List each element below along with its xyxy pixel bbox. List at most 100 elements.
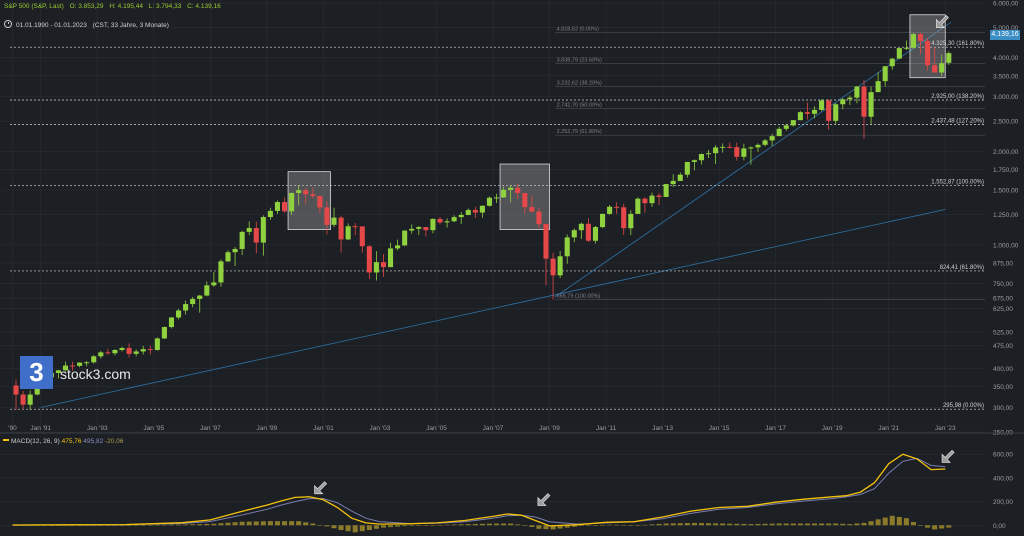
- histogram-bar: [536, 525, 542, 529]
- histogram-bar: [691, 522, 697, 526]
- histogram-bar: [790, 523, 796, 526]
- histogram-bar: [656, 523, 662, 526]
- candle-body: [727, 146, 733, 148]
- time-tick-label: Jan '01: [313, 425, 334, 432]
- candle-body: [387, 248, 394, 268]
- candle-body: [564, 237, 570, 257]
- retracement-label: 3.232,62 (38.20%): [557, 80, 602, 86]
- histogram-bar: [522, 525, 528, 526]
- close-value: C: 4.139,16: [187, 3, 221, 10]
- candle-body: [861, 86, 867, 117]
- candle-body: [811, 109, 818, 114]
- time-tick-label: Jan '09: [539, 425, 560, 432]
- macd-value: 475,76: [61, 438, 82, 445]
- candle-body: [430, 218, 436, 231]
- histogram-bar: [698, 523, 705, 526]
- histogram-bar: [204, 523, 210, 526]
- histogram-bar: [804, 523, 811, 526]
- histogram-bar: [508, 523, 514, 526]
- histogram-bar: [175, 524, 182, 526]
- candle-body: [140, 349, 146, 352]
- price-tick-label: 2.500,00: [993, 119, 1019, 126]
- candle-body: [720, 146, 726, 148]
- histogram-bar: [126, 525, 132, 526]
- histogram-bar: [430, 525, 436, 526]
- candle-body: [119, 347, 125, 350]
- candle-body: [98, 352, 104, 357]
- price-axis: 250,00300,00350,00400,00475,00525,00625,…: [993, 1, 1019, 437]
- clock-icon: [4, 20, 12, 28]
- candle-body: [486, 197, 493, 206]
- histogram-value: -20,06: [105, 438, 124, 445]
- histogram-bar: [451, 524, 457, 526]
- candle-body: [161, 327, 167, 339]
- logo-text: stock3.com: [60, 366, 131, 382]
- low-value: L: 3.794,33: [148, 3, 182, 10]
- time-tick-label: Jan '15: [709, 425, 730, 432]
- histogram-bar: [585, 525, 591, 526]
- histogram-bar: [416, 525, 422, 526]
- macd-histogram: [13, 515, 952, 533]
- range-header: 01.01.1990 - 01.01.2023 (CST, 33 Jahre, …: [4, 20, 173, 29]
- candle-body: [755, 144, 761, 148]
- macd-lines: [12, 453, 946, 527]
- candle-body: [910, 34, 916, 48]
- candle-body: [27, 394, 33, 405]
- histogram-bar: [939, 525, 945, 529]
- candle-body: [896, 48, 902, 59]
- histogram-bar: [338, 525, 344, 530]
- histogram-bar: [281, 521, 288, 526]
- arrow-icon: [936, 15, 949, 28]
- candle-body: [239, 231, 245, 249]
- macd-tick-label: 200,00: [993, 499, 1013, 506]
- histogram-bar: [395, 525, 401, 527]
- signal-value: 495,82: [83, 438, 104, 445]
- histogram-bar: [458, 524, 464, 526]
- candle-body: [423, 227, 429, 231]
- histogram-bar: [642, 524, 648, 526]
- candle-body: [55, 370, 61, 374]
- histogram-bar: [797, 523, 803, 526]
- histogram-bar: [529, 525, 535, 528]
- histogram-bar: [515, 524, 521, 526]
- candle-body: [62, 365, 69, 371]
- candle-body: [557, 256, 563, 276]
- candle-body: [578, 223, 584, 231]
- candle-body: [395, 245, 401, 249]
- candle-body: [649, 195, 655, 204]
- candle-body: [571, 230, 577, 238]
- candle-body: [713, 147, 719, 154]
- retracement-label: 2.252,79 (61.80%): [557, 129, 602, 135]
- candle-body: [345, 226, 351, 240]
- histogram-bar: [811, 523, 818, 526]
- price-tick-label: 5.000,00: [993, 25, 1019, 32]
- price-tick-label: 3.000,00: [993, 94, 1019, 101]
- histogram-bar: [91, 525, 97, 526]
- date-range: 01.01.1990 - 01.01.2023: [16, 22, 87, 29]
- histogram-bar: [70, 525, 76, 526]
- histogram-bar: [889, 515, 895, 526]
- price-tick-label: 350,00: [993, 384, 1013, 391]
- histogram-bar: [564, 525, 570, 528]
- time-axis: '90 Jan '91 Jan '93 Jan '95 Jan '97 Jan '99 Ja…: [8, 425, 956, 432]
- histogram-bar: [882, 517, 888, 526]
- time-tick-label: Jan '13: [652, 425, 673, 432]
- histogram-bar: [628, 525, 634, 526]
- candle-body: [218, 261, 224, 283]
- histogram-bar: [84, 525, 90, 526]
- candle-body: [380, 262, 387, 268]
- histogram-bar: [331, 525, 337, 529]
- histogram-bar: [352, 525, 358, 533]
- candle-body: [826, 100, 832, 121]
- candle-body: [840, 99, 846, 105]
- histogram-bar: [133, 525, 139, 526]
- histogram-bar: [543, 525, 549, 530]
- candle-body: [882, 66, 888, 82]
- histogram-bar: [847, 524, 853, 526]
- histogram-bar: [917, 525, 924, 526]
- candle-body: [621, 207, 627, 229]
- candle-body: [183, 304, 189, 311]
- retracement-label: 4.818,62 (0.00%): [557, 27, 599, 33]
- candle-body: [917, 34, 924, 41]
